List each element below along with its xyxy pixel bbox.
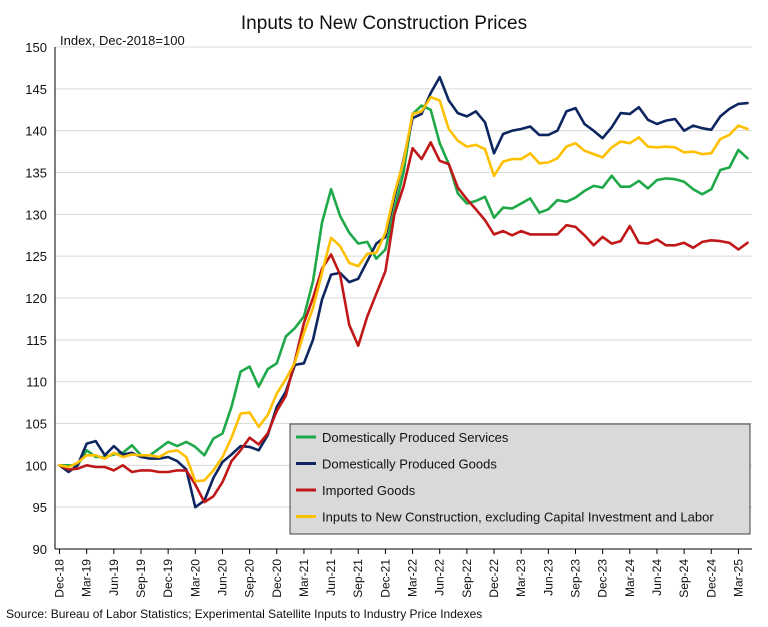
y-tick-label: 120 bbox=[25, 291, 47, 306]
x-tick-label: Dec-22 bbox=[487, 559, 501, 598]
x-tick-label: Jun-20 bbox=[215, 559, 229, 596]
y-tick-label: 140 bbox=[25, 124, 47, 139]
y-tick-label: 150 bbox=[25, 40, 47, 55]
legend-box bbox=[289, 423, 751, 535]
x-tick-label: Dec-19 bbox=[161, 559, 175, 598]
legend-label: Imported Goods bbox=[322, 483, 416, 498]
y-tick-label: 145 bbox=[25, 82, 47, 97]
x-tick-label: Mar-19 bbox=[80, 559, 94, 597]
x-tick-label: Jun-23 bbox=[541, 559, 555, 596]
x-tick-label: Mar-22 bbox=[406, 559, 420, 597]
x-tick-label: Sep-23 bbox=[568, 559, 582, 598]
x-tick-label: Mar-21 bbox=[297, 559, 311, 597]
source-note: Source: Bureau of Labor Statistics; Expe… bbox=[6, 607, 482, 621]
x-tick-label: Dec-23 bbox=[596, 559, 610, 598]
axes bbox=[54, 47, 752, 550]
x-tick-label: Mar-20 bbox=[188, 559, 202, 597]
y-axis-label: Index, Dec-2018=100 bbox=[60, 33, 185, 48]
x-tick-label: Jun-21 bbox=[324, 559, 338, 596]
x-tick-label: Sep-20 bbox=[243, 559, 257, 598]
y-tick-label: 110 bbox=[26, 375, 47, 390]
legend: Domestically Produced Services Domestical… bbox=[289, 423, 751, 535]
x-tick-label: Mar-25 bbox=[731, 559, 745, 597]
x-tick-label: Jun-22 bbox=[433, 559, 447, 596]
x-tick-label: Jun-19 bbox=[107, 559, 121, 596]
legend-label: Domestically Produced Goods bbox=[322, 457, 497, 472]
x-tick-label: Sep-22 bbox=[460, 559, 474, 598]
legend-label: Inputs to New Construction, excluding Ca… bbox=[322, 510, 714, 525]
x-tick-label: Dec-21 bbox=[378, 559, 392, 598]
y-tick-label: 115 bbox=[26, 333, 47, 348]
x-tick-label: Dec-20 bbox=[270, 559, 284, 598]
series-line-domestically-produced-services bbox=[58, 104, 749, 467]
y-tick-label: 100 bbox=[25, 458, 47, 473]
x-tick-label: Dec-24 bbox=[704, 559, 718, 598]
x-tick-label: Sep-19 bbox=[134, 559, 148, 598]
x-tick-label: Mar-23 bbox=[514, 559, 528, 597]
series-line-inputs-to-new-construction-excluding-capital-investment-and-labor bbox=[58, 95, 749, 483]
series-lines bbox=[58, 75, 749, 509]
y-tick-label: 135 bbox=[25, 166, 47, 181]
y-tick-label: 105 bbox=[25, 417, 47, 432]
x-axis-ticks: Dec-18 Mar-19 Jun-19 Sep-19 Dec-19 Mar-20 Jun-… bbox=[53, 549, 745, 598]
y-axis-ticks: 90 95 100 105 110 115 120 125 130 135 140 145 150 bbox=[25, 40, 47, 557]
legend-label: Domestically Produced Services bbox=[322, 430, 509, 445]
x-tick-label: Sep-24 bbox=[677, 559, 691, 598]
y-tick-label: 95 bbox=[33, 500, 47, 515]
y-tick-label: 90 bbox=[33, 542, 47, 557]
chart-title: Inputs to New Construction Prices bbox=[241, 13, 527, 34]
x-tick-label: Dec-18 bbox=[53, 559, 67, 598]
x-tick-label: Jun-24 bbox=[650, 559, 664, 596]
x-tick-label: Mar-24 bbox=[623, 559, 637, 597]
x-tick-label: Sep-21 bbox=[351, 559, 365, 598]
y-tick-label: 125 bbox=[25, 249, 47, 264]
y-tick-label: 130 bbox=[25, 207, 47, 222]
series-line-imported-goods bbox=[58, 141, 749, 504]
